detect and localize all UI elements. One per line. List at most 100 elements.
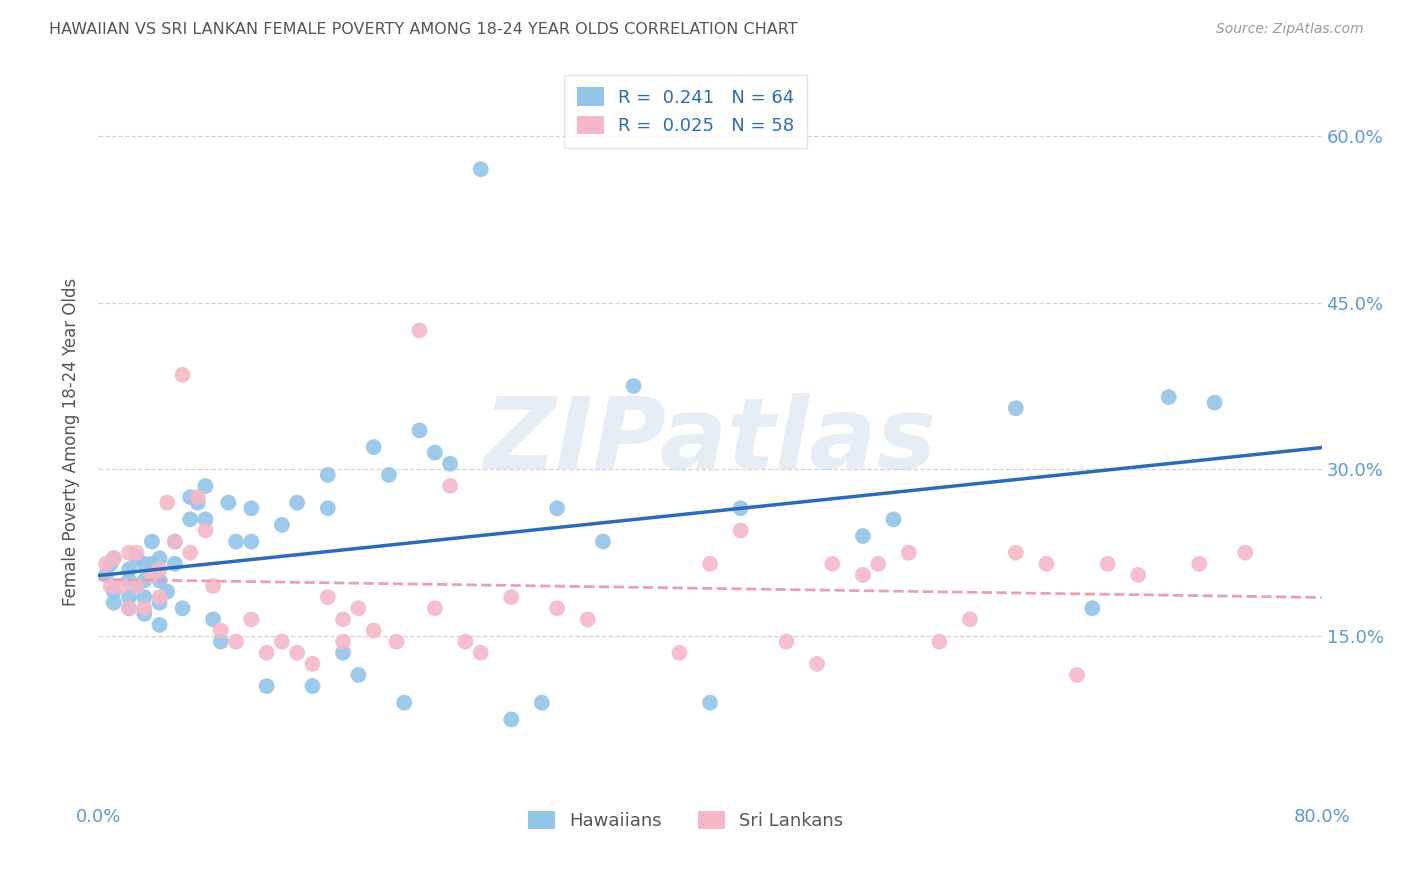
Point (118, 601, 141, 615)
Point (240, 501, 263, 516)
Point (928, 634, 950, 648)
Point (470, 162, 492, 177)
Point (408, 424, 430, 438)
Point (103, 584, 125, 599)
Point (868, 557, 890, 571)
Point (125, 579, 148, 593)
Point (546, 501, 568, 516)
Point (163, 557, 186, 571)
Point (347, 601, 370, 615)
Point (156, 584, 179, 599)
Point (163, 534, 186, 549)
Point (134, 557, 156, 571)
Point (149, 574, 172, 588)
Point (187, 490, 209, 504)
Point (149, 596, 172, 610)
Point (959, 612, 981, 626)
Point (576, 612, 599, 626)
Point (163, 534, 186, 549)
Point (270, 634, 292, 648)
Point (1157, 390, 1180, 404)
Point (1004, 546, 1026, 560)
Point (240, 534, 263, 549)
Point (256, 646, 278, 660)
Point (363, 624, 385, 638)
Point (156, 496, 179, 510)
Text: Source: ZipAtlas.com: Source: ZipAtlas.com (1216, 22, 1364, 37)
Point (392, 696, 416, 710)
Point (125, 579, 148, 593)
Point (149, 551, 172, 566)
Point (730, 501, 752, 516)
Point (332, 634, 354, 648)
Point (285, 496, 308, 510)
Point (94, 568, 117, 582)
Point (316, 467, 339, 482)
Point (100, 557, 122, 571)
Point (1188, 557, 1211, 571)
Point (883, 512, 905, 526)
Point (256, 679, 278, 693)
Point (530, 696, 553, 710)
Point (699, 696, 721, 710)
Y-axis label: Female Poverty Among 18-24 Year Olds: Female Poverty Among 18-24 Year Olds (62, 277, 80, 606)
Point (775, 634, 797, 648)
Point (1097, 557, 1119, 571)
Point (332, 612, 354, 626)
Point (118, 562, 141, 576)
Point (1204, 395, 1226, 409)
Point (179, 490, 201, 504)
Point (94, 557, 117, 571)
Point (118, 546, 141, 560)
Point (439, 479, 461, 493)
Point (301, 679, 323, 693)
Point (699, 557, 721, 571)
Point (172, 601, 194, 615)
Point (134, 574, 156, 588)
Point (852, 529, 875, 543)
Point (134, 607, 156, 621)
Point (202, 579, 225, 593)
Point (470, 646, 492, 660)
Point (194, 479, 217, 493)
Point (100, 579, 122, 593)
Point (110, 579, 132, 593)
Point (217, 496, 239, 510)
Point (209, 634, 232, 648)
Point (623, 379, 645, 393)
Point (1066, 668, 1088, 682)
Point (852, 568, 875, 582)
Point (408, 323, 430, 337)
Point (209, 624, 232, 638)
Point (423, 601, 446, 615)
Point (1035, 557, 1057, 571)
Point (141, 557, 163, 571)
Point (897, 546, 920, 560)
Point (103, 596, 125, 610)
Point (172, 368, 194, 382)
Point (103, 551, 125, 566)
Point (378, 467, 401, 482)
Point (202, 612, 225, 626)
Point (1234, 546, 1257, 560)
Point (225, 634, 247, 648)
Point (730, 524, 752, 538)
Point (423, 445, 446, 459)
Point (363, 440, 385, 454)
Point (149, 562, 172, 576)
Point (134, 601, 156, 615)
Point (332, 646, 354, 660)
Point (149, 590, 172, 604)
Point (285, 646, 308, 660)
Point (806, 657, 828, 671)
Point (385, 634, 408, 648)
Text: HAWAIIAN VS SRI LANKAN FEMALE POVERTY AMONG 18-24 YEAR OLDS CORRELATION CHART: HAWAIIAN VS SRI LANKAN FEMALE POVERTY AM… (49, 22, 797, 37)
Point (316, 590, 339, 604)
Point (592, 534, 614, 549)
Point (103, 551, 125, 566)
Point (240, 612, 263, 626)
Point (187, 496, 209, 510)
Point (194, 524, 217, 538)
Legend: Hawaiians, Sri Lankans: Hawaiians, Sri Lankans (520, 804, 851, 837)
Point (118, 601, 141, 615)
